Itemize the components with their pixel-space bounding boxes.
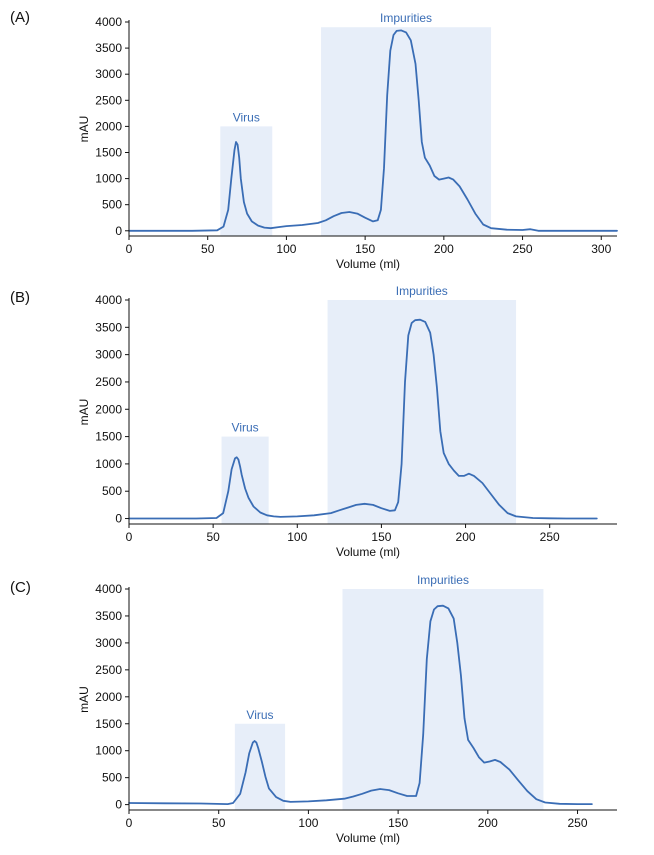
y-tick-label: 500 xyxy=(102,198,122,212)
y-tick-label: 0 xyxy=(115,512,122,526)
chart-panel-a: VirusImpurities0500100015002000250030003… xyxy=(10,9,618,271)
region-label-impurities: Impurities xyxy=(380,11,432,25)
y-tick-label: 3000 xyxy=(95,636,122,650)
x-tick-label: 150 xyxy=(371,530,391,544)
x-tick-label: 200 xyxy=(456,530,476,544)
region-label-virus: Virus xyxy=(232,421,259,435)
region-label-impurities: Impurities xyxy=(417,573,469,587)
x-tick-label: 150 xyxy=(355,242,375,256)
y-tick-label: 1500 xyxy=(95,717,122,731)
chart-panel-b: VirusImpurities0500100015002000250030003… xyxy=(10,284,617,559)
x-tick-label: 0 xyxy=(126,242,133,256)
region-impurities xyxy=(342,589,544,810)
region-virus xyxy=(220,126,273,236)
y-tick-label: 500 xyxy=(102,771,122,785)
y-tick-label: 4000 xyxy=(95,15,122,29)
y-tick-label: 1000 xyxy=(95,457,122,471)
y-tick-label: 2500 xyxy=(95,93,122,107)
x-tick-label: 250 xyxy=(568,816,588,830)
y-axis-title: mAU xyxy=(77,116,91,143)
y-tick-label: 1000 xyxy=(95,744,122,758)
y-tick-label: 3500 xyxy=(95,41,122,55)
x-tick-label: 0 xyxy=(126,816,133,830)
y-tick-label: 2000 xyxy=(95,119,122,133)
x-tick-label: 50 xyxy=(201,242,215,256)
y-axis-title: mAU xyxy=(77,686,91,713)
chart-panel-c: VirusImpurities0500100015002000250030003… xyxy=(10,573,617,845)
y-tick-label: 4000 xyxy=(95,293,122,307)
y-tick-label: 0 xyxy=(115,224,122,238)
region-label-impurities: Impurities xyxy=(396,284,448,298)
x-tick-label: 50 xyxy=(206,530,220,544)
y-tick-label: 2500 xyxy=(95,663,122,677)
x-tick-label: 50 xyxy=(212,816,226,830)
y-tick-label: 2000 xyxy=(95,690,122,704)
x-tick-label: 250 xyxy=(513,242,533,256)
x-axis-title: Volume (ml) xyxy=(336,257,400,271)
region-label-virus: Virus xyxy=(246,708,273,722)
x-tick-label: 0 xyxy=(126,530,133,544)
x-tick-label: 300 xyxy=(591,242,611,256)
y-tick-label: 2500 xyxy=(95,375,122,389)
y-tick-label: 3500 xyxy=(95,609,122,623)
panel-label: (C) xyxy=(10,579,31,596)
x-tick-label: 200 xyxy=(478,816,498,830)
x-tick-label: 250 xyxy=(540,530,560,544)
y-tick-label: 1000 xyxy=(95,172,122,186)
y-tick-label: 4000 xyxy=(95,582,122,596)
x-axis-title: Volume (ml) xyxy=(336,831,400,845)
series-line xyxy=(128,318,598,520)
x-tick-label: 100 xyxy=(298,816,318,830)
y-tick-label: 1500 xyxy=(95,430,122,444)
series-line xyxy=(128,604,593,805)
y-tick-label: 1500 xyxy=(95,145,122,159)
y-tick-label: 3000 xyxy=(95,348,122,362)
x-tick-label: 100 xyxy=(276,242,296,256)
region-label-virus: Virus xyxy=(233,110,260,124)
y-tick-label: 0 xyxy=(115,798,122,812)
x-axis-title: Volume (ml) xyxy=(336,545,400,559)
panel-label: (A) xyxy=(10,9,30,26)
y-tick-label: 3000 xyxy=(95,67,122,81)
region-virus xyxy=(234,723,286,810)
x-tick-label: 150 xyxy=(388,816,408,830)
region-impurities xyxy=(321,27,492,236)
series-line xyxy=(128,29,618,232)
y-tick-label: 2000 xyxy=(95,402,122,416)
region-virus xyxy=(221,436,269,524)
x-tick-label: 200 xyxy=(434,242,454,256)
panel-label: (B) xyxy=(10,289,30,306)
y-axis-title: mAU xyxy=(77,399,91,426)
y-tick-label: 500 xyxy=(102,484,122,498)
y-tick-label: 3500 xyxy=(95,320,122,334)
x-tick-label: 100 xyxy=(287,530,307,544)
